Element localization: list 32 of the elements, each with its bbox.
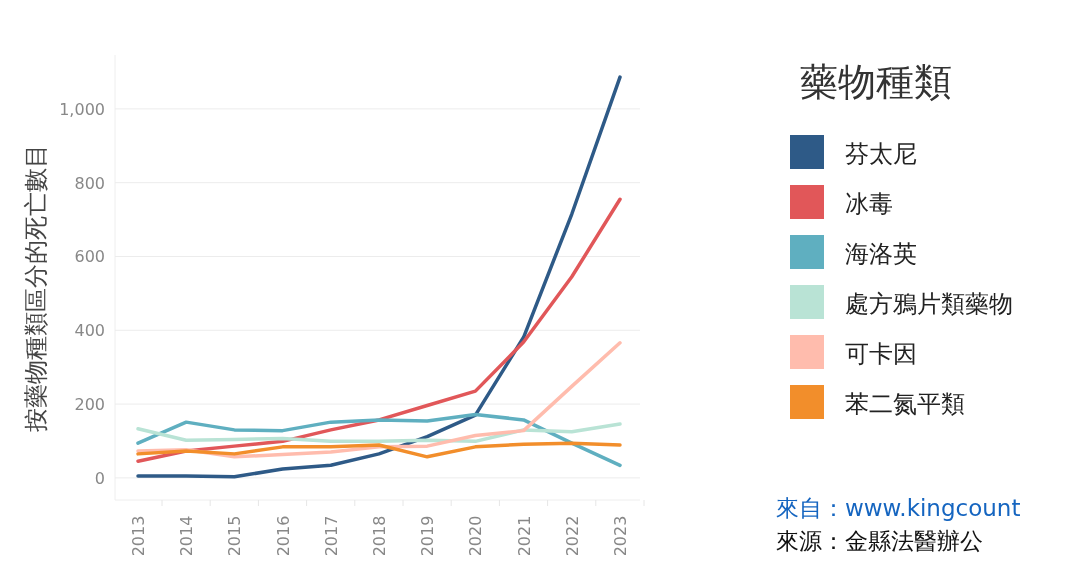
line-series [136, 441, 622, 459]
y-tick-label: 600 [74, 247, 105, 267]
y-tick-label: 400 [74, 321, 105, 341]
x-tick-label: 2016 [273, 515, 293, 557]
x-tick-label: 2017 [321, 515, 341, 557]
y-tick-label: 200 [74, 395, 105, 415]
x-tick-label: 2020 [466, 515, 486, 557]
legend-label: 處方鴉片類藥物 [845, 290, 1013, 318]
line-series [136, 422, 622, 444]
x-tick-label: 2022 [562, 515, 582, 557]
x-tick-label: 2015 [225, 515, 245, 557]
legend-label: 可卡因 [845, 340, 917, 368]
x-tick-label: 2018 [370, 515, 389, 557]
legend-label: 海洛英 [845, 240, 917, 268]
x-tick-label: 2013 [129, 515, 148, 557]
x-tick-label: 2019 [418, 515, 438, 557]
y-tick-label: 800 [74, 173, 105, 193]
legend-title: 藥物種類 [800, 60, 952, 104]
legend-label: 苯二氮平類 [845, 390, 965, 418]
text: 來自：www.kingcount [776, 495, 1021, 521]
line-series [136, 75, 622, 479]
line-series [136, 412, 622, 468]
y-tick-label: 0 [94, 468, 105, 488]
line-series [136, 197, 622, 464]
x-tick-label: 2021 [514, 515, 534, 557]
legend-label: 冰毒 [845, 190, 893, 218]
text: 來源：金縣法醫辦公 [776, 528, 983, 554]
x-tick-label: 2014 [177, 515, 197, 557]
x-tick-label: 2023 [611, 515, 630, 557]
y-tick-label: 1,000 [59, 99, 105, 119]
y-axis-title: 按藥物種類區分的死亡數目 [22, 143, 50, 432]
legend-label: 芬太尼 [845, 140, 917, 168]
